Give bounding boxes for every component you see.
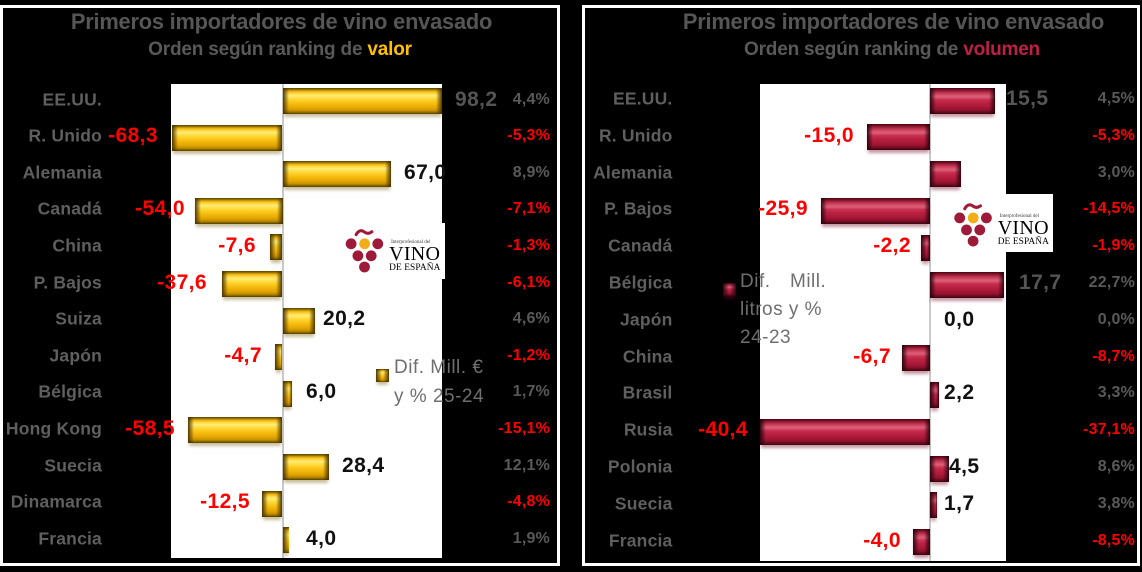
svg-text:VINO: VINO: [389, 242, 440, 264]
svg-text:Interprofesional del: Interprofesional del: [391, 240, 431, 245]
svg-text:Interprofesional del: Interprofesional del: [1000, 214, 1040, 219]
svg-text:DE ESPAÑA: DE ESPAÑA: [389, 260, 440, 272]
svg-text:DE ESPAÑA: DE ESPAÑA: [998, 235, 1049, 247]
svg-text:VINO: VINO: [998, 217, 1049, 239]
